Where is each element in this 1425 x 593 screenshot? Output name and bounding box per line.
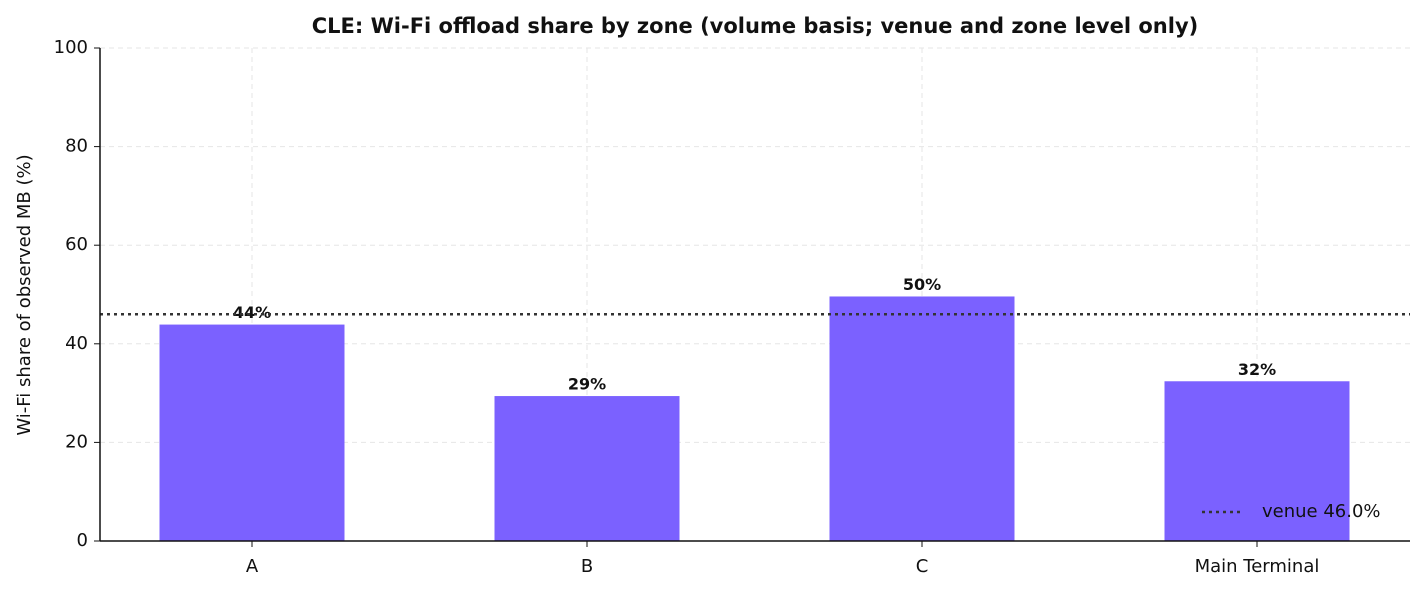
y-tick-label: 0 [77, 530, 88, 551]
x-tick-label: Main Terminal [1195, 556, 1320, 577]
bar [1164, 381, 1350, 541]
x-tick-label: A [246, 556, 259, 577]
bar [829, 296, 1015, 541]
bar [494, 396, 680, 541]
y-axis-label: Wi-Fi share of observed MB (%) [14, 154, 35, 435]
y-tick-label: 60 [65, 234, 88, 255]
value-label: 32% [1238, 360, 1276, 379]
bar [159, 324, 345, 541]
value-label: 44% [233, 303, 271, 322]
x-tick-label: B [581, 556, 593, 577]
legend-label: venue 46.0% [1262, 501, 1381, 522]
y-tick-label: 100 [54, 37, 88, 58]
x-tick-label: C [916, 556, 929, 577]
value-label: 50% [903, 275, 941, 294]
y-tick-label: 20 [65, 431, 88, 452]
y-tick-label: 80 [65, 136, 88, 157]
chart-title: CLE: Wi-Fi offload share by zone (volume… [312, 14, 1198, 38]
value-label: 29% [568, 375, 606, 394]
y-tick-label: 40 [65, 333, 88, 354]
